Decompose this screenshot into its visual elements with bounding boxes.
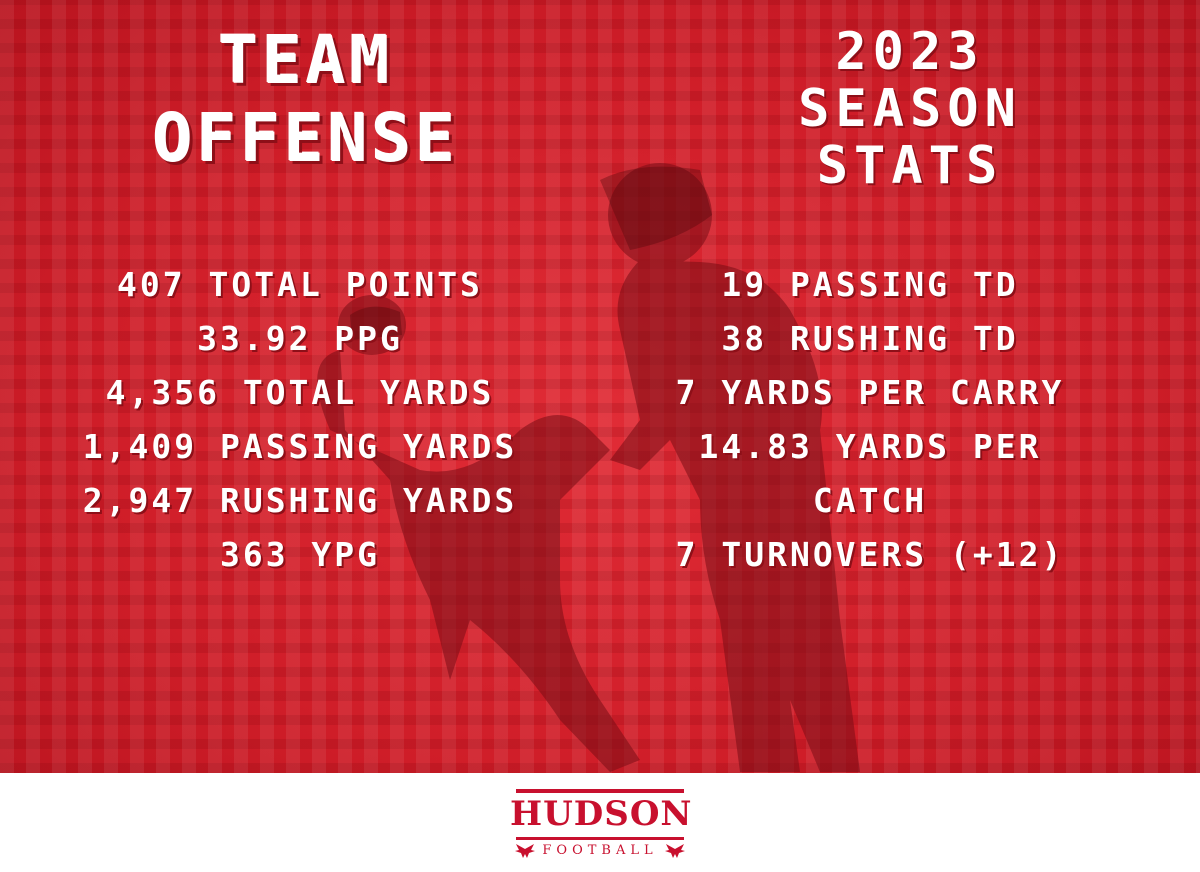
logo-subtitle: FOOTBALL xyxy=(542,843,658,858)
title-right-line1: 2023 xyxy=(835,22,985,82)
stats-graphic: TEAM OFFENSE 2023 SEASON STATS 407 TOTAL… xyxy=(0,0,1200,773)
right-player-helmet xyxy=(608,163,712,267)
logo-wordmark: HUDSON xyxy=(510,794,693,834)
stat-ppg: 33.92 PPG xyxy=(197,319,403,358)
stat-ypg: 363 YPG xyxy=(219,535,381,574)
left-player-body xyxy=(317,350,640,772)
title-right-line2: SEASON xyxy=(798,79,1022,139)
stat-yards-per-catch: 14.83 YARDS PER xyxy=(698,427,1042,466)
title-left-line2: OFFENSE xyxy=(152,100,460,177)
stat-total-yards: 4,356 TOTAL YARDS xyxy=(105,373,495,412)
left-player-helmet xyxy=(338,295,406,355)
hawk-icon xyxy=(515,844,535,858)
title-right-line3: STATS xyxy=(816,136,1004,196)
title-season-stats: 2023 SEASON STATS xyxy=(760,24,1060,195)
stat-passing-td: 19 PASSING TD xyxy=(721,265,1019,304)
title-left-line1: TEAM xyxy=(218,22,394,99)
footer: HUDSON FOOTBALL xyxy=(0,773,1200,872)
right-player-body xyxy=(610,260,860,772)
hudson-football-logo: HUDSON FOOTBALL xyxy=(510,789,693,861)
players-photo xyxy=(317,163,860,772)
stat-turnovers: 7 TURNOVERS (+12) xyxy=(675,535,1065,574)
stat-rushing-yards: 2,947 RUSHING YARDS xyxy=(82,481,518,520)
stat-yards-per-catch-cont: CATCH xyxy=(812,481,928,520)
hawk-icon xyxy=(665,844,685,858)
title-team-offense: TEAM OFFENSE xyxy=(96,22,516,178)
logo-rule-top xyxy=(516,789,684,793)
logo-rule-mid xyxy=(516,837,684,840)
stat-passing-yards: 1,409 PASSING YARDS xyxy=(82,427,518,466)
stats-list-right: 19 PASSING TD 38 RUSHING TD 7 YARDS PER … xyxy=(620,258,1120,582)
stats-list-left: 407 TOTAL POINTS 33.92 PPG 4,356 TOTAL Y… xyxy=(20,258,580,582)
stat-rushing-td: 38 RUSHING TD xyxy=(721,319,1019,358)
stat-total-points: 407 TOTAL POINTS xyxy=(117,265,483,304)
stat-yards-per-carry: 7 YARDS PER CARRY xyxy=(675,373,1065,412)
